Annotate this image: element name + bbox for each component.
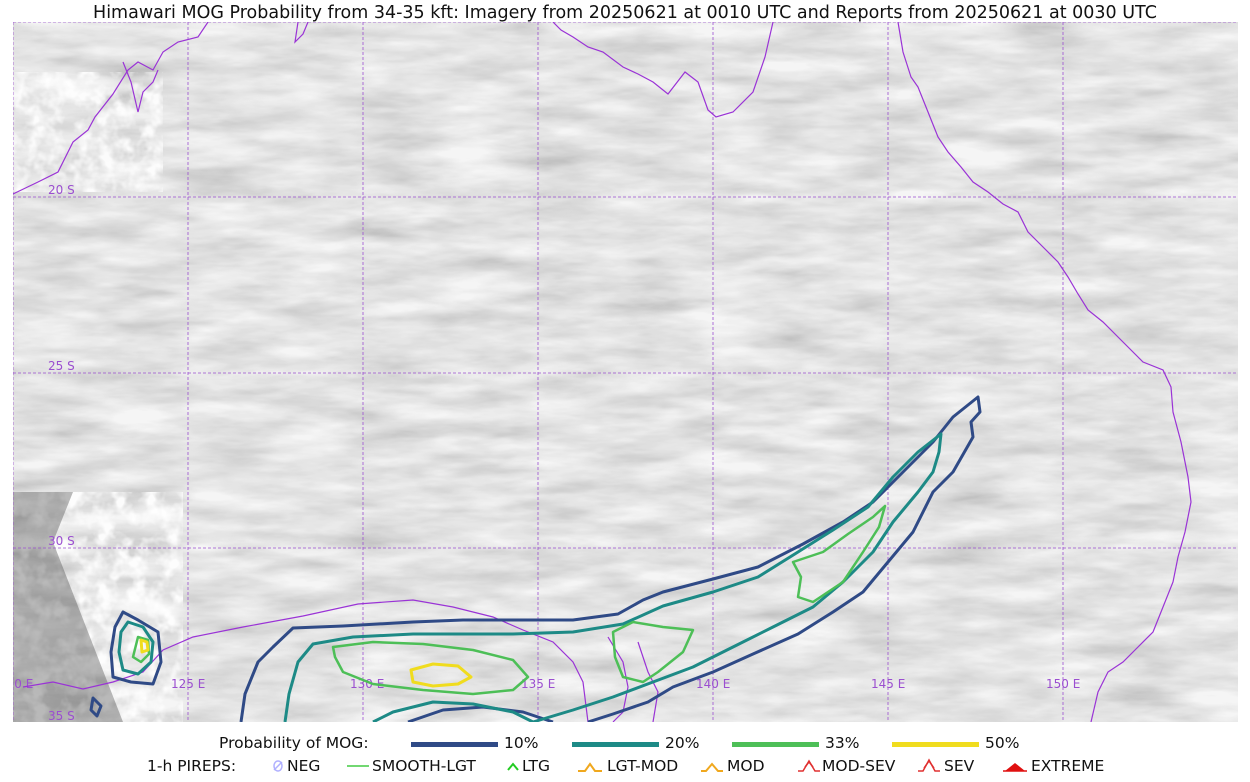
lat-label-35s: 35 S xyxy=(48,709,75,722)
legend-pireps-row: 1-h PIREPS: NEG SMOOTH-LGT LTG LGT-MOD M… xyxy=(0,756,1250,778)
legend-probability-title: Probability of MOG: xyxy=(219,734,369,752)
ltg-icon xyxy=(507,762,519,771)
smooth-lgt-icon xyxy=(347,765,369,767)
sev-icon xyxy=(918,758,940,772)
lon-label-135e: 135 E xyxy=(521,677,555,691)
mod-sev-icon xyxy=(798,759,820,772)
legend-label-lgt-mod: LGT-MOD xyxy=(607,757,679,775)
lon-label-150e: 150 E xyxy=(1046,677,1080,691)
lon-label-145e: 145 E xyxy=(871,677,905,691)
contour-20pct xyxy=(117,432,943,722)
lat-label-20s: 20 S xyxy=(48,183,75,197)
legend-swatch-20pct xyxy=(572,742,659,747)
legend-swatch-10pct xyxy=(411,742,498,747)
legend-label-neg: NEG xyxy=(287,757,321,775)
legend-label-ltg: LTG xyxy=(522,757,550,775)
graticule xyxy=(13,22,1238,722)
contour-50pct xyxy=(139,638,473,688)
lon-label-125e: 125 E xyxy=(171,677,205,691)
chart-title: Himawari MOG Probability from 34-35 kft:… xyxy=(93,3,1157,23)
legend-swatch-50pct xyxy=(892,742,979,747)
legend-swatch-33pct xyxy=(732,742,819,747)
lgt-mod-icon xyxy=(578,762,602,772)
legend-label-mod-sev: MOD-SEV xyxy=(822,757,896,775)
satellite-map: 20 S 25 S 30 S 35 S 120 E 125 E 130 E 13… xyxy=(13,22,1238,722)
legend-label-extreme: EXTREME xyxy=(1031,757,1105,775)
mod-icon xyxy=(701,762,723,772)
legend-label-smooth-lgt: SMOOTH-LGT xyxy=(372,757,476,775)
legend-label-10pct: 10% xyxy=(504,734,539,752)
neg-icon xyxy=(273,760,283,772)
lat-label-30s: 30 S xyxy=(48,534,75,548)
coastline xyxy=(13,22,1192,722)
lon-label-140e: 140 E xyxy=(696,677,730,691)
legend-label-50pct: 50% xyxy=(985,734,1020,752)
legend-label-20pct: 20% xyxy=(665,734,700,752)
contour-33pct xyxy=(131,504,887,696)
legend-label-sev: SEV xyxy=(944,757,975,775)
lon-label-120e: 120 E xyxy=(13,677,33,691)
legend-label-33pct: 33% xyxy=(825,734,860,752)
imagery-texture xyxy=(13,22,1238,722)
legend-pireps-title: 1-h PIREPS: xyxy=(147,757,237,775)
lat-label-25s: 25 S xyxy=(48,359,75,373)
legend-probability-row: Probability of MOG: 10% 20% 33% 50% xyxy=(0,733,1250,755)
extreme-icon xyxy=(1003,763,1027,772)
lon-label-130e: 130 E xyxy=(350,677,384,691)
legend-label-mod: MOD xyxy=(727,757,765,775)
